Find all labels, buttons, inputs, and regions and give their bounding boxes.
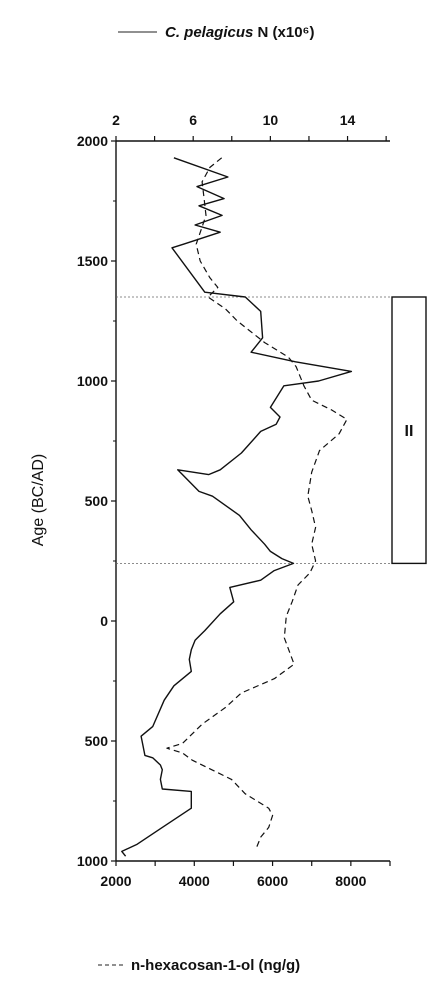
- series-c-pelagicus-line: [121, 157, 353, 857]
- top-tick-label: 6: [189, 112, 197, 128]
- legend-bottom: n-hexacosan-1-ol (ng/g): [98, 957, 300, 974]
- zone-box: [391, 296, 427, 565]
- axes: 2000 1500 1000 500 0 500 1000 2 6 10 14 2000 4000 600…: [77, 112, 391, 889]
- y-tick-label: 2000: [77, 133, 108, 149]
- legend-top-label: C. pelagicus N (x10⁶): [165, 24, 314, 41]
- y-tick-label: 0: [100, 613, 108, 629]
- top-tick-label: 14: [340, 112, 356, 128]
- y-axis-label: Age (BC/AD): [30, 454, 47, 546]
- top-tick-label: 2: [112, 112, 120, 128]
- legend-top-rest: N (x10⁶): [253, 24, 314, 41]
- bottom-tick-label: 6000: [257, 873, 288, 889]
- zone-ii: II: [116, 296, 427, 565]
- y-tick-label: 500: [85, 493, 109, 509]
- y-tick-label: 1000: [77, 853, 108, 869]
- legend-top: C. pelagicus N (x10⁶): [118, 24, 314, 41]
- legend-top-italic: C. pelagicus: [165, 24, 253, 41]
- zone-label: II: [405, 423, 414, 440]
- series-layer: [121, 157, 353, 857]
- bottom-tick-label: 8000: [335, 873, 366, 889]
- legend-bottom-label: n-hexacosan-1-ol (ng/g): [131, 957, 300, 974]
- top-tick-label: 10: [263, 112, 279, 128]
- y-tick-label: 500: [85, 733, 109, 749]
- bottom-tick-label: 2000: [100, 873, 131, 889]
- y-tick-label: 1000: [77, 373, 108, 389]
- bottom-tick-label: 4000: [179, 873, 210, 889]
- y-tick-label: 1500: [77, 253, 108, 269]
- series-n-hexacosanol-line: [166, 157, 348, 847]
